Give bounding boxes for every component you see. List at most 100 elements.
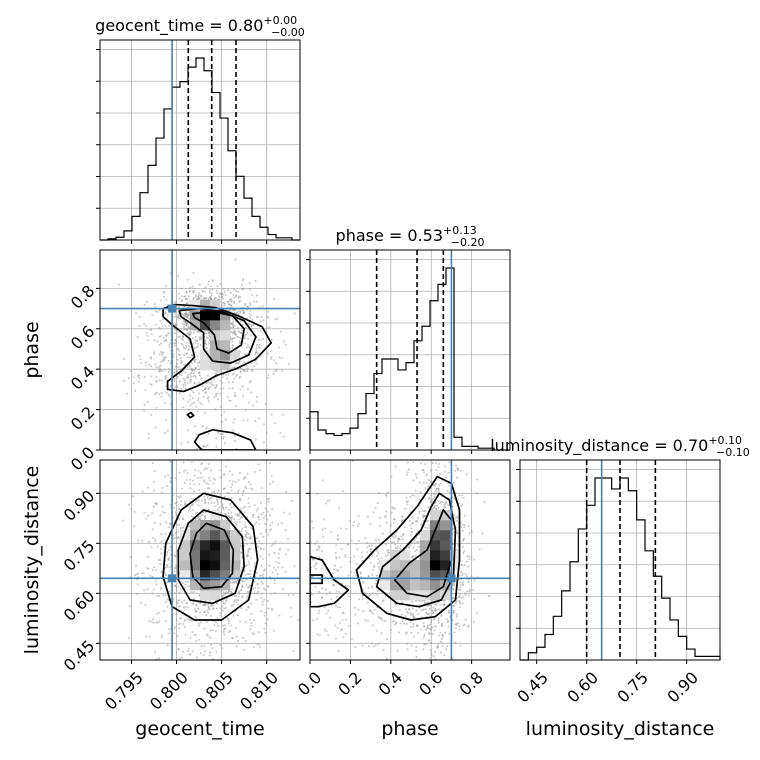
sample-point (210, 426, 212, 428)
sample-point (405, 473, 408, 476)
sample-point (214, 620, 217, 623)
sample-point (428, 639, 431, 642)
sample-point (231, 367, 234, 370)
sample-point (166, 314, 169, 317)
sample-point (433, 617, 436, 620)
sample-point (231, 317, 234, 320)
sample-point (168, 566, 171, 569)
sample-point (195, 405, 198, 408)
sample-point (413, 616, 416, 619)
sample-point (414, 489, 417, 492)
sample-point (244, 334, 247, 337)
sample-point (422, 514, 425, 517)
sample-point (305, 553, 307, 555)
sample-point (253, 619, 256, 622)
sample-point (189, 365, 192, 368)
sample-point (285, 491, 288, 494)
sample-point (229, 298, 232, 301)
sample-point (472, 558, 475, 561)
sample-point (304, 608, 306, 610)
sample-point (409, 611, 412, 614)
sample-point (430, 651, 433, 654)
sample-point (373, 566, 376, 569)
sample-point (227, 619, 230, 622)
sample-point (396, 545, 399, 548)
sample-point (353, 606, 356, 609)
sample-point (206, 467, 209, 470)
sample-point (230, 624, 233, 627)
sample-point (175, 588, 178, 591)
sample-point (447, 471, 450, 474)
sample-point (415, 655, 418, 658)
sample-point (387, 551, 390, 554)
sample-point (159, 514, 162, 517)
sample-point (369, 609, 372, 612)
sample-point (131, 495, 134, 498)
sample-point (387, 491, 390, 494)
sample-point (268, 482, 271, 485)
sample-point (386, 549, 389, 552)
sample-point (310, 575, 313, 578)
density-cell (400, 580, 411, 591)
sample-point (457, 468, 460, 471)
sample-point (215, 650, 218, 653)
sample-point (434, 607, 437, 610)
sample-point (327, 609, 330, 612)
sample-point (165, 298, 168, 301)
sample-point (169, 546, 172, 549)
sample-point (419, 445, 421, 447)
sample-point (330, 531, 333, 534)
sample-point (250, 621, 253, 624)
sample-point (274, 421, 277, 424)
sample-point (380, 557, 383, 560)
sample-point (198, 283, 201, 286)
sample-point (290, 606, 293, 609)
contour-level-2 (177, 509, 245, 605)
sample-point (148, 363, 151, 366)
sample-point (426, 526, 429, 529)
sample-point (312, 619, 315, 622)
sample-point (204, 650, 207, 653)
sample-point (242, 636, 245, 639)
sample-point (267, 310, 270, 313)
sample-point (425, 473, 428, 476)
sample-point (462, 539, 465, 542)
sample-point (118, 283, 121, 286)
sample-point (178, 471, 181, 474)
sample-point (209, 629, 212, 632)
sample-point (220, 666, 222, 668)
sample-point (264, 522, 267, 525)
sample-point (174, 322, 177, 325)
sample-point (230, 300, 233, 303)
sample-point (470, 530, 473, 533)
sample-point (172, 598, 175, 601)
sample-point (179, 503, 182, 506)
density-cell (420, 560, 431, 571)
sample-point (198, 462, 200, 464)
sample-point (237, 362, 240, 365)
density-cell (190, 560, 201, 571)
sample-point (314, 563, 317, 566)
sample-point (234, 394, 237, 397)
sample-point (146, 566, 149, 569)
contour-level-1 (193, 428, 257, 450)
sample-point (452, 597, 455, 600)
density-cell (180, 530, 191, 541)
sample-point (219, 387, 222, 390)
sample-point (406, 503, 409, 506)
sample-point (391, 535, 394, 538)
sample-point (233, 518, 236, 521)
sample-point (346, 543, 349, 546)
sample-point (204, 491, 207, 494)
sample-point (458, 494, 461, 497)
sample-point (204, 498, 207, 501)
sample-point (193, 360, 196, 363)
sample-point (462, 581, 465, 584)
sample-point (467, 594, 470, 597)
sample-point (256, 351, 259, 354)
sample-point (158, 393, 161, 396)
sample-point (446, 490, 449, 493)
sample-point (217, 503, 220, 506)
sample-point (187, 441, 190, 444)
sample-point (380, 632, 383, 635)
